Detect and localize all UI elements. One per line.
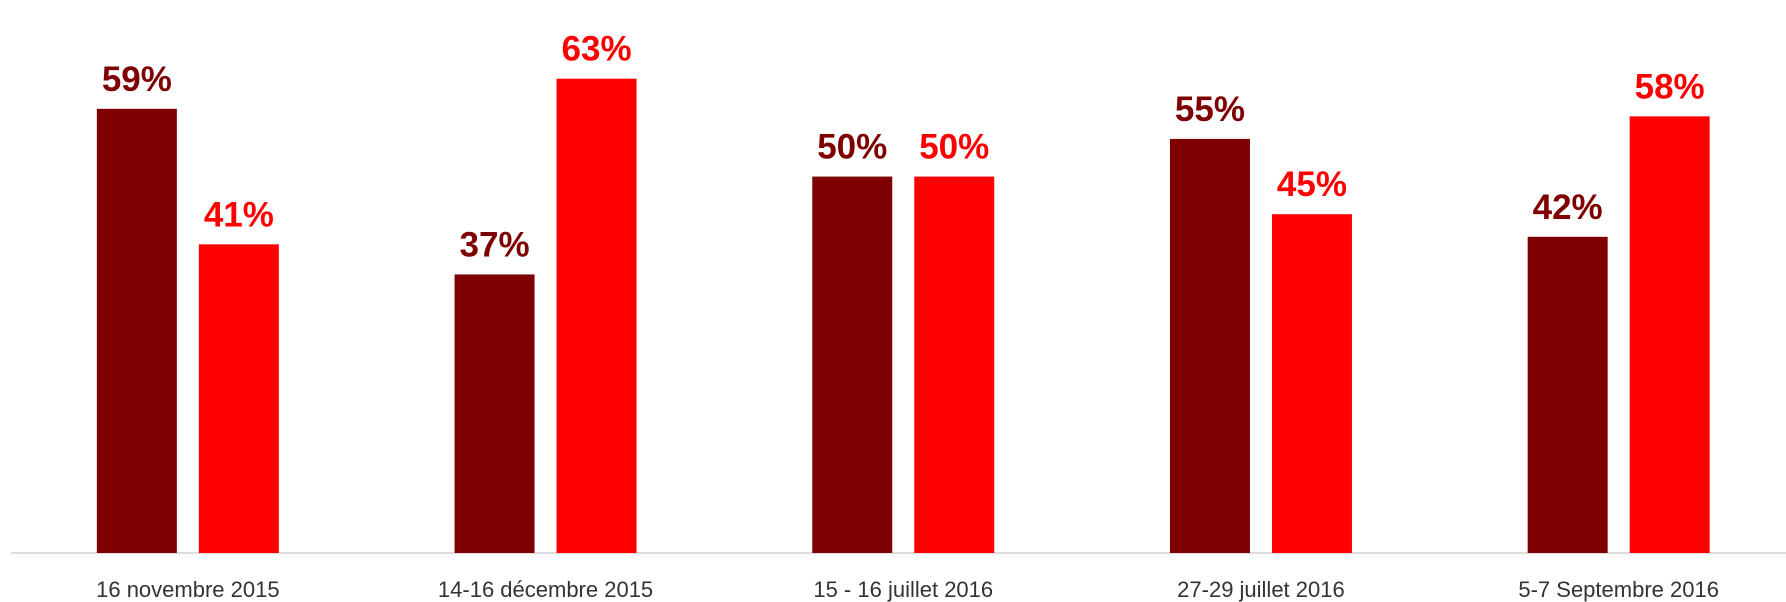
x-tick-label: 5-7 Septembre 2016 xyxy=(1518,577,1719,602)
bar xyxy=(198,244,279,554)
data-label: 37% xyxy=(460,225,530,264)
data-label: 58% xyxy=(1635,67,1705,106)
x-tick-label: 15 - 16 juillet 2016 xyxy=(813,577,993,602)
bar xyxy=(454,274,535,553)
data-label: 55% xyxy=(1175,90,1245,129)
data-label: 50% xyxy=(919,128,989,167)
bar xyxy=(1169,138,1250,553)
x-tick-label: 14-16 décembre 2015 xyxy=(438,577,653,602)
data-label: 42% xyxy=(1533,188,1603,227)
x-tick-label: 27-29 juillet 2016 xyxy=(1177,577,1345,602)
data-label: 59% xyxy=(102,60,172,99)
bar xyxy=(1629,116,1710,553)
bar xyxy=(96,108,177,554)
bar xyxy=(812,176,893,554)
data-label: 50% xyxy=(817,128,887,167)
data-label: 45% xyxy=(1277,165,1347,204)
x-tick-label: 16 novembre 2015 xyxy=(96,577,279,602)
bar xyxy=(1527,236,1608,554)
bar xyxy=(914,176,995,554)
data-label: 63% xyxy=(562,30,632,69)
bar xyxy=(1271,214,1352,553)
data-label: 41% xyxy=(204,195,274,234)
bar xyxy=(556,78,637,553)
